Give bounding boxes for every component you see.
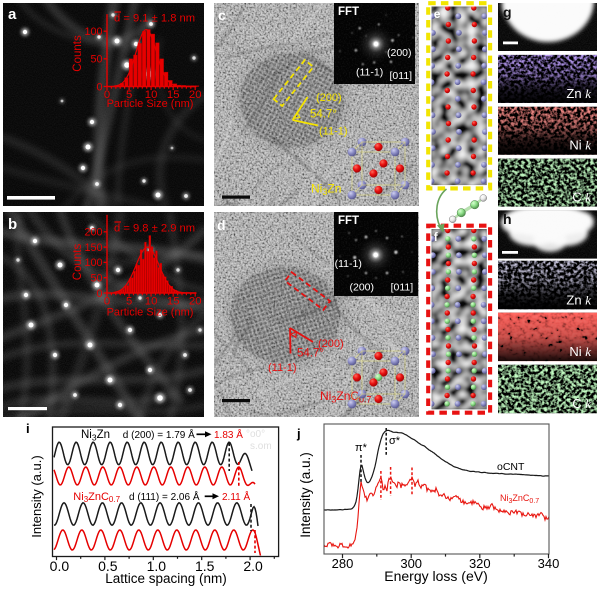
svg-text:15: 15 (167, 295, 180, 307)
svg-text:50: 50 (90, 54, 102, 66)
svg-text:FFT: FFT (338, 6, 359, 18)
svg-text:54.7°: 54.7° (310, 109, 337, 121)
svg-text:(200): (200) (387, 47, 412, 59)
svg-text:0: 0 (96, 288, 102, 300)
svg-text:Particle Size (nm): Particle Size (nm) (107, 307, 194, 319)
svg-text:0: 0 (104, 89, 110, 101)
svg-text:f: f (434, 230, 439, 244)
svg-text:FFT: FFT (338, 215, 359, 227)
svg-text:Counts: Counts (72, 35, 84, 72)
svg-text:150: 150 (84, 242, 102, 254)
svg-text:(11-1): (11-1) (319, 126, 348, 138)
svg-text:(200): (200) (350, 282, 375, 294)
svg-text:20: 20 (189, 295, 202, 307)
svg-text:320: 320 (469, 556, 491, 571)
svg-text:i: i (26, 421, 30, 436)
svg-text:e: e (434, 7, 441, 21)
svg-text:π*: π* (355, 442, 368, 454)
svg-text:d: d (217, 217, 226, 233)
svg-text:Ni3ZnC0.7: Ni3ZnC0.7 (73, 491, 120, 504)
svg-text:Intensity (a.u.): Intensity (a.u.) (29, 455, 44, 537)
svg-text:b: b (8, 216, 17, 233)
svg-text:(11-1): (11-1) (268, 362, 297, 374)
svg-text:100: 100 (84, 257, 102, 269)
svg-text:d = 9.1 ± 1.8 nm: d = 9.1 ± 1.8 nm (114, 13, 195, 25)
svg-text:0: 0 (104, 295, 110, 307)
svg-text:d (111) = 2.06 Å: d (111) = 2.06 Å (129, 490, 200, 503)
svg-text:(11-1): (11-1) (335, 258, 362, 270)
svg-text:20: 20 (189, 89, 202, 101)
svg-text:10: 10 (145, 89, 158, 101)
svg-text:10: 10 (145, 295, 158, 307)
svg-text:Ni k: Ni k (569, 138, 591, 153)
svg-text:5: 5 (126, 89, 132, 101)
svg-text:C k: C k (572, 190, 591, 205)
svg-text:Counts: Counts (72, 244, 84, 281)
svg-text:d = 9.8 ± 2.9 nm: d = 9.8 ± 2.9 nm (114, 223, 195, 235)
svg-text:Zn k: Zn k (566, 292, 591, 307)
svg-text:(11-1): (11-1) (356, 67, 383, 79)
svg-text:(200): (200) (316, 92, 342, 104)
svg-text:0: 0 (96, 81, 102, 93)
svg-text:300: 300 (400, 556, 422, 571)
svg-text:Particle Size (nm): Particle Size (nm) (107, 98, 194, 110)
svg-text:1.0: 1.0 (147, 558, 167, 574)
svg-text:σ*: σ* (389, 435, 401, 447)
svg-text:Ni3ZnC0.7: Ni3ZnC0.7 (500, 493, 539, 505)
svg-text:50: 50 (90, 273, 102, 285)
svg-text:Intensity (a.u.): Intensity (a.u.) (298, 452, 313, 538)
svg-text:0.0: 0.0 (50, 558, 70, 574)
svg-text:0.5: 0.5 (98, 558, 118, 574)
svg-text:c: c (218, 7, 226, 23)
svg-text:Ni k: Ni k (569, 344, 591, 359)
svg-text:[011]: [011] (391, 282, 414, 294)
svg-text:s.om: s.om (250, 441, 272, 452)
svg-text:(200): (200) (318, 338, 344, 350)
svg-text:h: h (503, 211, 512, 227)
svg-text:280: 280 (332, 556, 354, 571)
svg-text:[011]: [011] (390, 70, 413, 82)
svg-text:5: 5 (126, 295, 132, 307)
svg-text:Lattice spacing (nm): Lattice spacing (nm) (105, 571, 227, 586)
svg-text:1.5: 1.5 (195, 558, 215, 574)
svg-text:2.0: 2.0 (243, 558, 263, 574)
svg-text:200: 200 (84, 227, 102, 239)
svg-text:1.83 Å: 1.83 Å (214, 428, 243, 441)
svg-text:15: 15 (167, 89, 180, 101)
svg-text:oCNT: oCNT (497, 461, 525, 473)
svg-text:Energy loss (eV): Energy loss (eV) (384, 568, 487, 584)
svg-text:100: 100 (84, 26, 102, 38)
svg-text:2.11 Å: 2.11 Å (222, 490, 250, 503)
svg-text:Ni3Zn: Ni3Zn (81, 429, 110, 442)
svg-text:d (200) = 1.79 Å: d (200) = 1.79 Å (123, 428, 195, 441)
svg-text:Zn k: Zn k (566, 86, 591, 101)
svg-text:54.7°: 54.7° (297, 348, 324, 360)
svg-text:a: a (8, 6, 17, 23)
svg-text:j: j (296, 426, 301, 441)
svg-text:340: 340 (538, 556, 560, 571)
svg-text:C k: C k (572, 396, 591, 411)
svg-text:Ni3Zn: Ni3Zn (311, 182, 341, 198)
svg-text:°o0°: °o0° (246, 429, 265, 440)
svg-text:g: g (503, 4, 512, 20)
